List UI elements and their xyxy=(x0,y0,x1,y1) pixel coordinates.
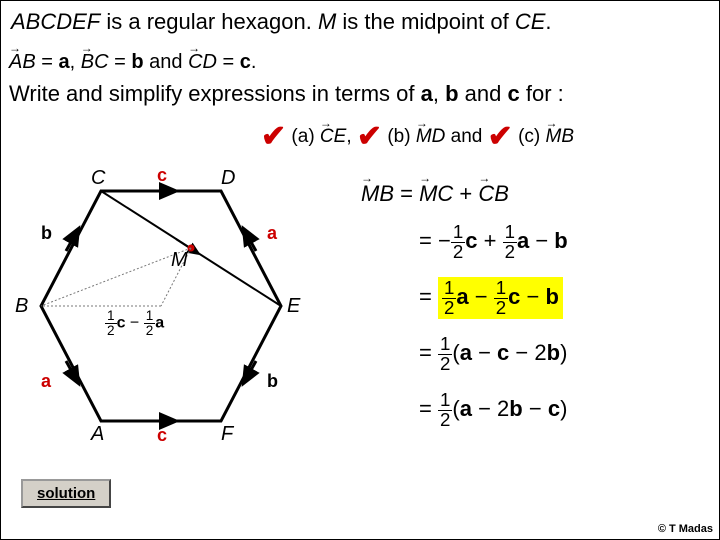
edge-c-bot: c xyxy=(157,425,167,446)
edge-a-ll: a xyxy=(41,371,51,392)
vector-a: a xyxy=(59,51,70,73)
point-m-label: M xyxy=(171,249,188,272)
vec-cd: →CD xyxy=(188,41,217,74)
hexagon-diagram: C D E F A B M c b a a b c 12c − 12a xyxy=(11,151,311,461)
inner-expression: 12c − 12a xyxy=(105,309,164,337)
vec-bc: →BC xyxy=(81,41,109,74)
work-line-2: = −12c + 12a − b xyxy=(419,223,568,261)
work-line-5: = 12(a − 2b − c) xyxy=(419,391,567,429)
segment-ce: CE xyxy=(515,9,546,34)
vector-definitions: →AB = a, →BC = b and →CD = c. xyxy=(9,41,256,74)
parts-line: ✔ (a) →CE, ✔ (b) →MD and ✔ (c) →MB xyxy=(261,115,574,150)
vertex-c: C xyxy=(91,167,105,190)
instruction-text: Write and simplify expressions in terms … xyxy=(9,81,564,107)
highlighted-result: 12a − 12c − b xyxy=(438,277,563,319)
tick-icon: ✔ xyxy=(488,119,513,154)
work-line-3: = 12a − 12c − b xyxy=(419,277,563,319)
vertex-a: A xyxy=(91,423,104,446)
point-m: M xyxy=(318,9,336,34)
copyright-text: © T Madas xyxy=(658,523,713,535)
edge-b-lr: b xyxy=(267,371,278,392)
edge-b-ul: b xyxy=(41,223,52,244)
problem-line-1: ABCDEF is a regular hexagon. M is the mi… xyxy=(11,9,552,35)
edge-c-top: c xyxy=(157,165,167,186)
vertex-f: F xyxy=(221,423,233,446)
solution-button[interactable]: solution xyxy=(21,479,111,508)
vec-ab: →AB xyxy=(9,41,36,74)
vector-c: c xyxy=(240,51,251,73)
vector-b: b xyxy=(131,51,143,73)
vertex-b: B xyxy=(15,295,28,318)
work-line-1: →MB = →MC + →CB xyxy=(361,171,509,207)
edge-a-ur: a xyxy=(267,223,277,244)
work-line-4: = 12(a − c − 2b) xyxy=(419,335,567,373)
tick-icon: ✔ xyxy=(261,119,286,154)
vertex-e: E xyxy=(287,295,300,318)
vertex-d: D xyxy=(221,167,235,190)
tick-icon: ✔ xyxy=(357,119,382,154)
hexagon-name: ABCDEF xyxy=(11,9,100,34)
